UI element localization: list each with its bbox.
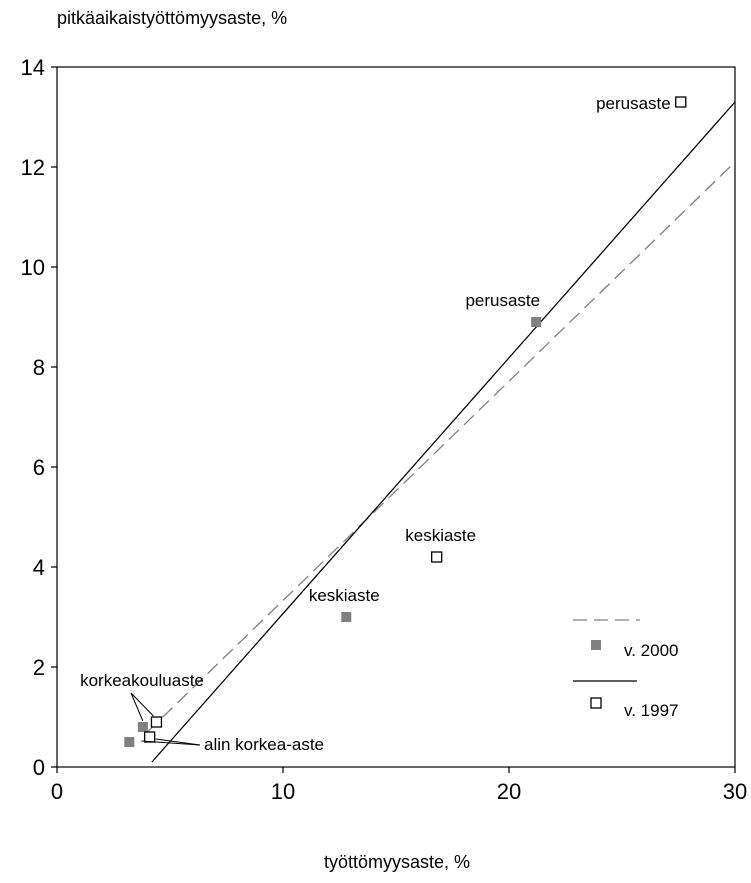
annotation-leader <box>130 692 154 717</box>
legend-label-2000: v. 2000 <box>624 641 679 660</box>
y-tick-label: 8 <box>33 355 45 380</box>
y-tick-label: 12 <box>21 155 45 180</box>
y-tick-label: 14 <box>21 55 45 80</box>
annotation-leader <box>130 692 144 722</box>
annotation-label: korkeakouluaste <box>80 671 204 690</box>
point-2000 <box>137 722 148 732</box>
point-1997 <box>150 716 163 728</box>
legend: v. 2000 v. 1997 <box>573 619 679 720</box>
x-axis-label: työttömyysaste, % <box>324 852 470 872</box>
y-axis-label: pitkäaikaistyöttömyysaste, % <box>57 8 287 28</box>
x-tick-label: 0 <box>51 779 63 804</box>
x-tick-label: 30 <box>723 779 747 804</box>
legend-marker-1997 <box>590 697 602 709</box>
annotation-label: perusaste <box>596 94 671 113</box>
annotation-label: keskiaste <box>405 526 476 545</box>
annotation-label: alin korkea-aste <box>204 735 324 754</box>
legend-marker-2000 <box>591 640 601 650</box>
annotation-label: keskiaste <box>309 586 380 605</box>
y-tick-label: 0 <box>33 755 45 780</box>
annotation-leader <box>155 738 201 746</box>
point-2000 <box>531 317 542 327</box>
point-2000 <box>341 612 352 622</box>
y-tick-label: 10 <box>21 255 45 280</box>
trend-line-1997 <box>151 101 736 763</box>
y-tick-label: 6 <box>33 455 45 480</box>
y-tick-label: 2 <box>33 655 45 680</box>
legend-label-1997: v. 1997 <box>624 701 679 720</box>
point-1997 <box>431 551 443 563</box>
plot-frame <box>56 66 736 768</box>
point-1997 <box>144 731 156 743</box>
y-tick-label: 4 <box>33 555 45 580</box>
point-1997 <box>675 96 687 108</box>
x-tick-label: 10 <box>271 779 295 804</box>
trend-line-2000 <box>146 161 736 733</box>
annotation-leader <box>141 740 201 746</box>
plot-area: 0 10 20 30 0 2 4 6 8 10 12 14 perusaste perusaste kesk… <box>21 55 748 804</box>
annotation-label: perusaste <box>465 291 540 310</box>
x-tick-label: 20 <box>497 779 521 804</box>
point-2000 <box>124 737 135 747</box>
